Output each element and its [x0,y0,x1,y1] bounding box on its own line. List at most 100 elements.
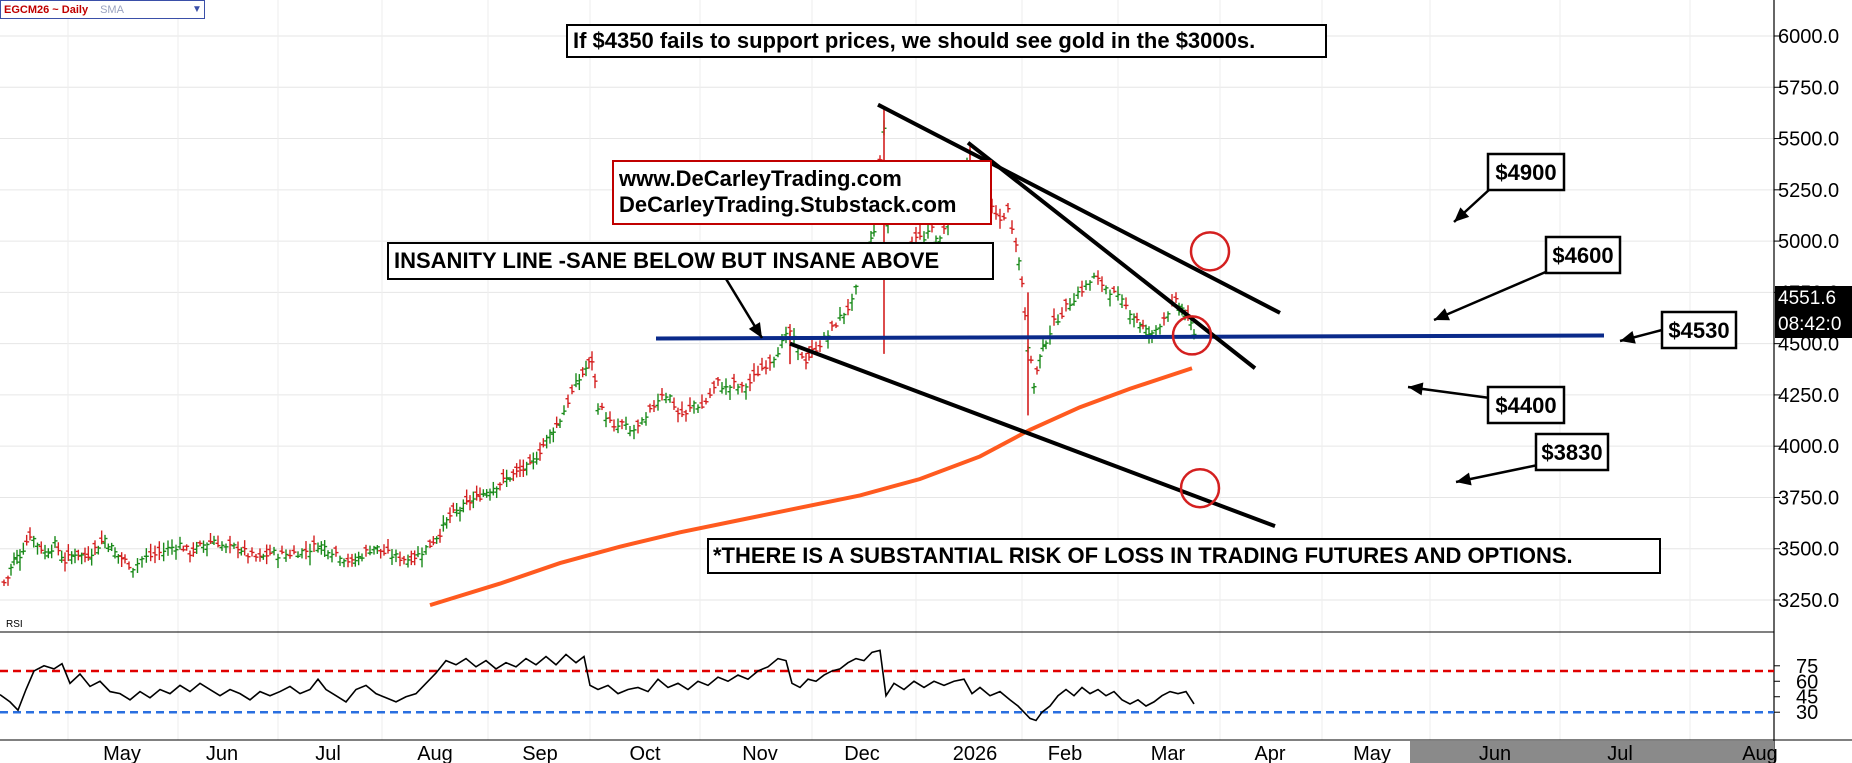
ohlc-bar [514,463,520,478]
ohlc-bar [1137,322,1143,333]
ohlc-bar [639,417,645,425]
tag-box [1486,152,1566,192]
ohlc-bar [49,544,55,559]
ohlc-bar [747,373,753,392]
ohlc-bar [841,312,847,325]
ohlc-bar [691,400,697,414]
ohlc-bar [537,442,543,461]
rsi-tick-label: 60 [1796,671,1818,693]
ohlc-bar [517,459,523,477]
ohlc-bar [735,383,741,395]
ohlc-bar [731,373,737,389]
ohlc-bar [184,544,190,551]
tag-text: $4600 [1552,243,1613,268]
ohlc-bar [434,536,440,544]
ohlc-bar [547,429,553,444]
ohlc-bar [1161,312,1167,326]
ohlc-bar [1107,289,1113,307]
ohlc-bar [490,481,496,496]
ohlc-bar [1037,354,1043,369]
arrow-4900 [1453,188,1491,223]
ohlc-bar [592,373,598,389]
rsi-tick-label: 45 [1796,687,1818,709]
ohlc-bar [1067,297,1073,311]
last-price-tag: 4551.6 [1775,286,1852,312]
ohlc-bar [1173,292,1179,303]
ohlc-bar [675,407,681,423]
ohlc-bar [837,306,843,321]
ohlc-bar [1,579,7,587]
ohlc-bar [1047,325,1053,345]
ohlc-bar [423,545,429,555]
ohlc-bar [291,545,297,555]
symbol-selector[interactable]: EGCM26 ~ Daily SMA ▼ [0,0,205,19]
arrow-3830 [1455,463,1539,486]
ohlc-bar [615,418,621,434]
ohlc-bar [464,489,470,505]
ohlc-bar [295,551,301,559]
price-target-tag: $3830 [1534,432,1610,472]
ohlc-bar [1115,286,1121,301]
y-tick-label: 3750.0 [1778,487,1839,509]
ohlc-bar [315,542,321,553]
x-tick-label: Feb [1048,743,1082,763]
ohlc-bar [569,384,575,395]
ohlc-bar [534,451,540,465]
trend-lines [429,102,1605,608]
ohlc-bar [497,482,503,491]
arrow-head [1456,472,1472,486]
price-target-tag: $4400 [1486,385,1566,425]
ohlc-bar [105,543,111,553]
ohlc-bar [1028,355,1034,364]
callout-arrows [704,188,1663,486]
ohlc-bar [913,227,919,245]
ohlc-bar [219,541,225,551]
ohlc-bar [715,377,721,386]
ohlc-bar [711,380,717,394]
ohlc-bar [8,563,14,576]
y-tick-label: 5750.0 [1778,77,1839,99]
ohlc-bar [72,548,78,564]
ohlc-bar [31,535,37,548]
ohlc-bar [1075,286,1081,299]
website-link-2[interactable]: DeCarleyTrading.Stubstack.com [619,192,957,217]
trendline-2 [966,141,1257,370]
ohlc-bar [173,544,179,560]
rsi-tick-label: 75 [1796,656,1818,678]
ohlc-bar [283,549,289,562]
chevron-down-icon[interactable]: ▼ [192,4,202,15]
ohlc-bar [363,544,369,557]
ohlc-bar [287,549,293,559]
ohlc-bar [631,424,637,440]
ohlc-bar [1099,276,1105,292]
arrow-head [1620,330,1636,344]
website-box: www.DeCarleyTrading.com DeCarleyTrading.… [612,160,992,225]
ohlc-bar [1009,220,1015,234]
ohlc-bar [1079,280,1085,297]
ohlc-bar [997,208,1003,229]
x-tick-label: Jul [1607,743,1633,763]
ohlc-bar [791,328,797,344]
ohlc-bar [122,554,128,564]
ohlc-bar [143,548,149,563]
ohlc-bar [573,373,579,388]
ohlc-bar [743,383,749,400]
ohlc-bar [235,541,241,559]
ohlc-bar [530,452,536,470]
ohlc-bar [771,356,777,368]
price-target-tag: $4530 [1660,310,1738,350]
ohlc-bar [419,547,425,568]
ohlc-bar [238,547,244,556]
ohlc-bar [20,542,26,555]
ohlc-bar [727,384,733,400]
ohlc-bar [679,401,685,418]
website-link-1[interactable]: www.DeCarleyTrading.com [619,166,902,191]
ohlc-bar [11,552,17,566]
ohlc-bar [62,552,68,572]
ohlc-bar [253,553,259,562]
ohlc-bar [267,544,273,556]
ohlc-bar [152,545,158,564]
ohlc-bar [853,284,859,295]
arrow-head [1454,207,1470,222]
